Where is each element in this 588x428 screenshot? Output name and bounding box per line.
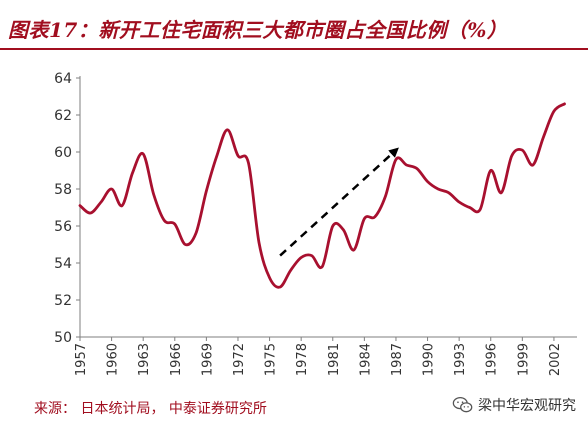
x-tick-label: 1999 [516, 343, 531, 376]
data-point [563, 103, 566, 105]
watermark: 梁中华宏观研究 [452, 394, 576, 416]
data-point [100, 201, 102, 203]
y-tick-label: 58 [54, 182, 72, 198]
data-point [110, 188, 113, 190]
data-point [469, 206, 471, 209]
y-tick-label: 52 [54, 293, 72, 309]
data-point [416, 168, 418, 170]
x-tick-label: 1963 [137, 343, 152, 376]
x-tick-label: 2002 [548, 343, 563, 376]
data-point [132, 171, 134, 173]
x-tick-label: 1975 [264, 343, 279, 376]
source-note: 来源： 日本统计局， 中泰证券研究所 [34, 401, 267, 417]
data-point [342, 229, 344, 231]
x-tick-label: 1990 [422, 343, 437, 376]
x-tick-label: 1969 [200, 343, 215, 376]
data-point [479, 208, 481, 210]
data-point [184, 243, 186, 246]
data-point [511, 155, 513, 157]
data-point [458, 201, 460, 203]
x-tick-label: 1981 [327, 343, 342, 376]
data-point [226, 129, 229, 131]
y-tick-label: 62 [54, 108, 72, 124]
data-point [500, 192, 502, 194]
data-point [490, 169, 492, 172]
y-tick-label: 54 [54, 256, 72, 272]
data-point [237, 155, 239, 157]
series-line [78, 102, 566, 289]
data-point [247, 162, 250, 164]
data-point [258, 242, 260, 244]
data-point [142, 153, 144, 155]
data-point [448, 192, 450, 194]
data-point [300, 256, 302, 259]
y-tick-label: 60 [54, 145, 72, 161]
y-tick-label: 56 [54, 219, 72, 235]
x-tick-label: 1972 [232, 343, 247, 376]
data-point [332, 225, 334, 227]
x-tick-label: 1996 [485, 343, 500, 376]
x-tick-label: 1987 [390, 343, 405, 376]
data-point [405, 164, 408, 166]
chart-title: 图表17：新开工住宅面积三大都市圈占全国比例（%） [8, 18, 508, 42]
data-point [174, 223, 176, 225]
data-point [353, 249, 355, 251]
wechat-icon [452, 397, 473, 413]
data-point [121, 205, 123, 207]
data-point [290, 269, 292, 271]
x-tick-label: 1984 [358, 343, 373, 376]
watermark-text: 梁中华宏观研究 [478, 398, 576, 414]
data-point [153, 193, 155, 196]
data-point [374, 216, 376, 218]
data-point [553, 110, 555, 112]
data-point [384, 195, 387, 197]
data-point [521, 149, 523, 151]
data-point [163, 219, 165, 222]
data-point [395, 158, 397, 160]
x-tick-label: 1993 [453, 343, 468, 376]
data-point [216, 155, 218, 157]
data-point [426, 181, 429, 183]
data-point [205, 190, 207, 192]
y-tick-label: 64 [54, 71, 72, 87]
title-divider [0, 48, 588, 50]
x-tick-label: 1960 [106, 343, 121, 376]
x-tick-label: 1966 [169, 343, 184, 376]
trend-arrow [279, 147, 399, 257]
data-point [542, 136, 545, 138]
x-tick-label: 1978 [295, 343, 310, 376]
data-point [268, 277, 271, 279]
data-point [321, 266, 323, 268]
data-point [311, 255, 313, 257]
data-point [79, 205, 81, 207]
data-point [89, 212, 92, 214]
data-point [363, 218, 365, 220]
data-point [279, 286, 281, 288]
data-point [195, 232, 197, 234]
data-point [437, 188, 439, 190]
x-tick-label: 1957 [74, 343, 89, 376]
y-tick-label: 50 [54, 330, 72, 346]
data-point [532, 164, 534, 166]
